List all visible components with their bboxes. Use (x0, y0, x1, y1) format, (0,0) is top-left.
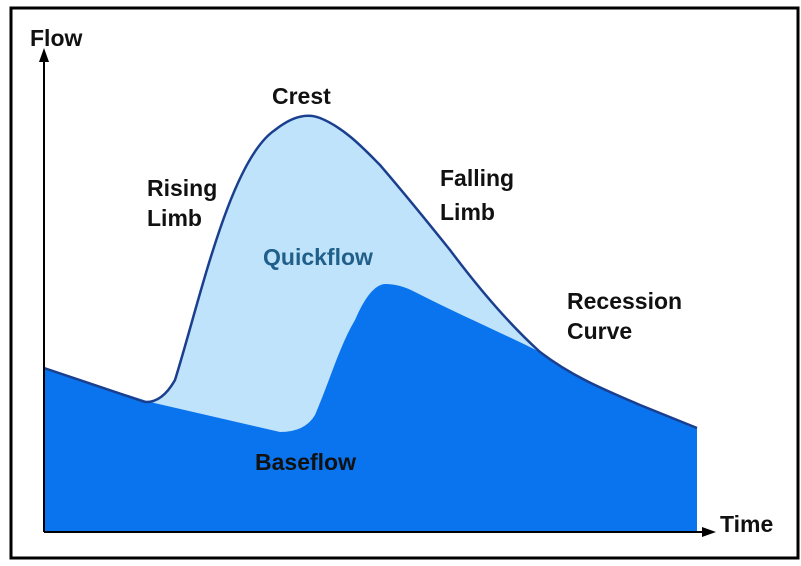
y-axis-arrow (39, 48, 49, 62)
recession-curve-label: Recession (567, 288, 682, 314)
baseflow-label: Baseflow (255, 449, 356, 475)
recession-curve-label: Curve (567, 318, 632, 344)
frame (9, 6, 800, 560)
falling-limb-label: Falling (440, 165, 514, 191)
baseflow-area (44, 284, 697, 532)
quickflow-label: Quickflow (263, 244, 373, 270)
falling-limb-label: Limb (440, 199, 495, 225)
rising-limb-label: Rising (147, 175, 217, 201)
rising-limb-label: Limb (147, 205, 202, 231)
crest-label: Crest (272, 83, 331, 109)
x-axis-label: Time (720, 511, 773, 537)
x-axis-arrow (702, 527, 716, 537)
y-axis-label: Flow (30, 25, 82, 51)
hydrograph-line (43, 114, 698, 430)
